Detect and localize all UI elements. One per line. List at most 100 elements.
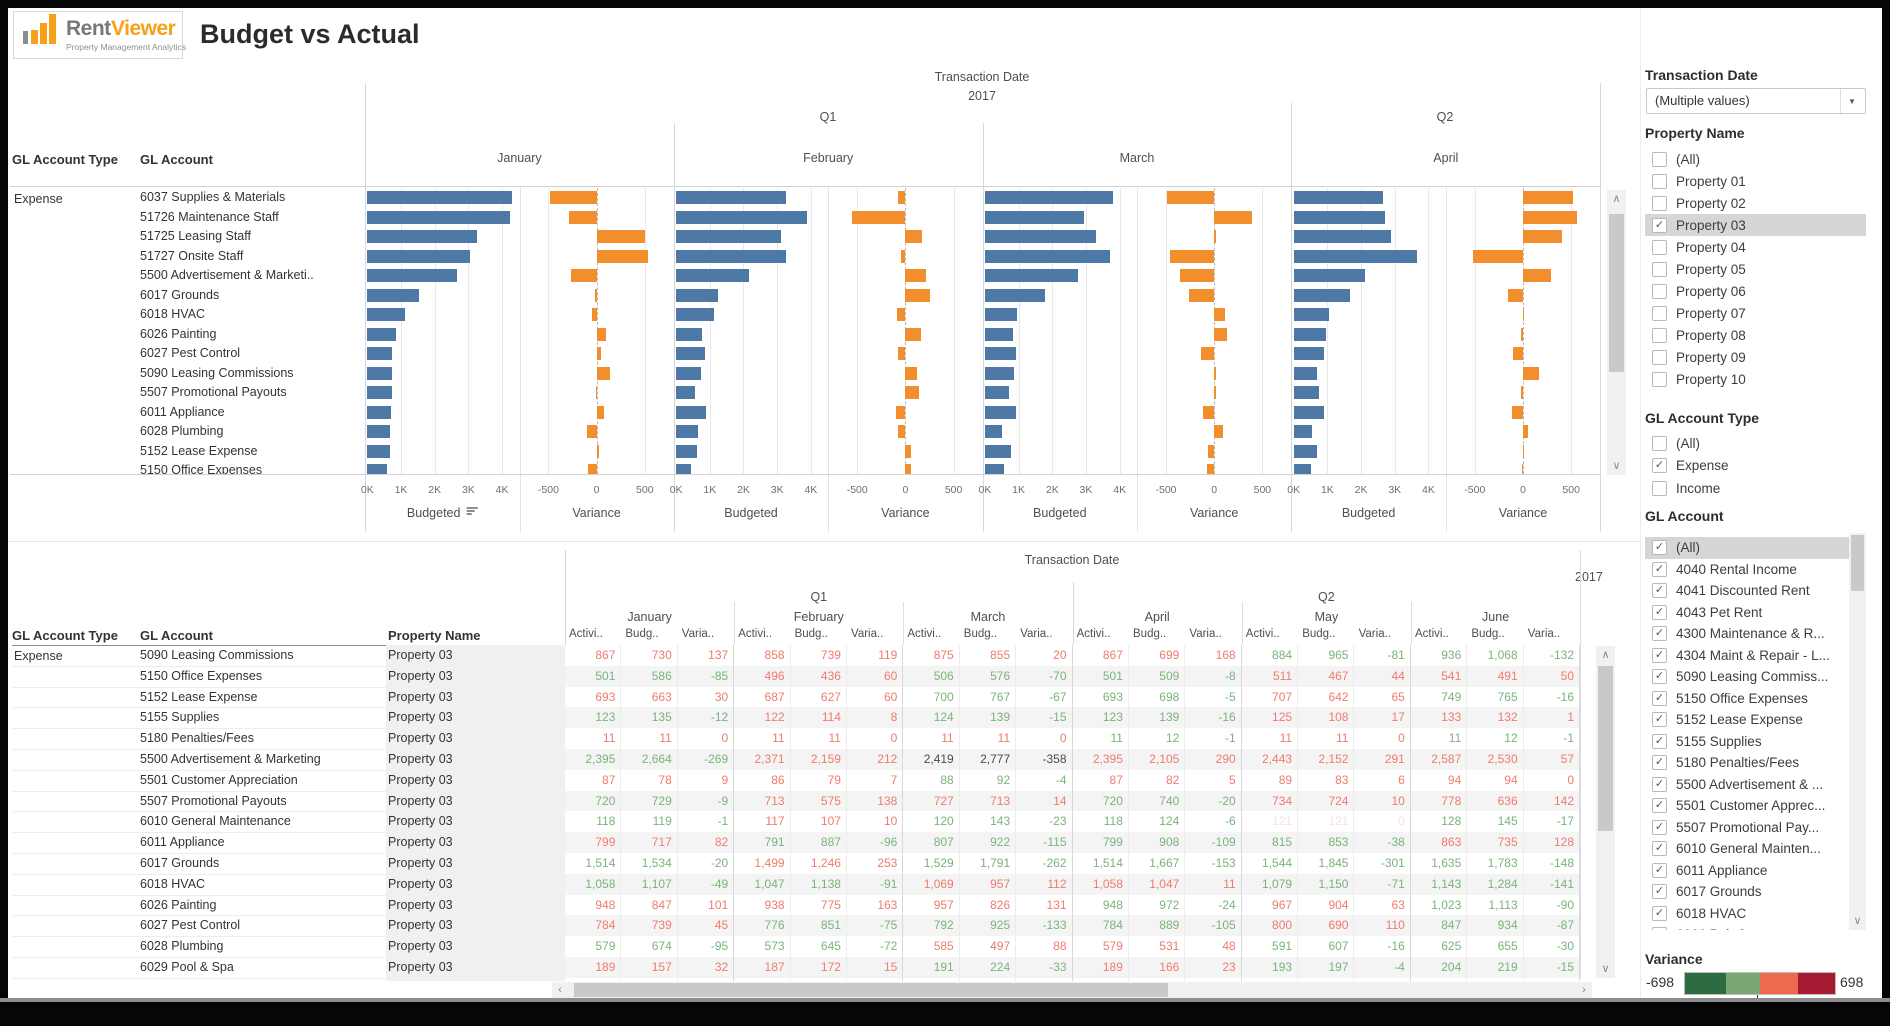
table-cell-variance[interactable]: 14 xyxy=(1016,790,1073,812)
table-cell-activity[interactable]: 1,544 xyxy=(1241,853,1299,874)
table-cell-account[interactable]: 6029 Pool & Spa xyxy=(140,960,234,974)
table-cell-activity[interactable]: 734 xyxy=(1241,790,1299,812)
table-cell-activity[interactable]: 591 xyxy=(1241,936,1299,957)
budget-bar[interactable] xyxy=(676,444,698,458)
table-cell-activity[interactable]: 87 xyxy=(565,769,622,791)
table-cell-account[interactable]: 6010 General Maintenance xyxy=(140,814,291,829)
table-cell-activity[interactable]: 87 xyxy=(1072,769,1129,791)
budget-bar[interactable] xyxy=(984,230,1097,243)
table-cell-budget[interactable]: 124 xyxy=(1128,811,1186,833)
table-cell-variance[interactable]: 23 xyxy=(1185,957,1242,978)
variance-bar[interactable] xyxy=(1207,444,1215,458)
budget-axis-title[interactable]: Budgeted xyxy=(407,506,478,520)
variance-bar[interactable] xyxy=(905,269,926,282)
table-cell-variance[interactable]: -148 xyxy=(1523,853,1581,874)
table-cell-budget[interactable]: 925 xyxy=(959,915,1017,937)
budget-bar[interactable] xyxy=(676,366,701,380)
table-cell-budget[interactable]: 1,068 xyxy=(1467,645,1524,666)
table-cell-variance[interactable]: 5 xyxy=(1185,769,1242,791)
budget-bar[interactable] xyxy=(984,191,1113,204)
checkbox-icon[interactable]: ✓ xyxy=(1652,755,1667,771)
table-cell-variance[interactable]: 131 xyxy=(1016,894,1073,916)
table-cell-account[interactable]: 6026 Painting xyxy=(140,897,217,912)
filter-item-6017-grounds[interactable]: ✓ 6017 Grounds xyxy=(1645,881,1850,903)
table-cell-activity[interactable]: 496 xyxy=(734,665,791,687)
gl-account-list-scrollbar[interactable]: ∨ xyxy=(1849,533,1866,930)
table-cell-budget[interactable]: 107 xyxy=(790,811,847,833)
table-cell-budget[interactable]: 1,845 xyxy=(1298,853,1355,874)
table-cell-property[interactable]: Property 03 xyxy=(386,832,565,853)
table-cell-budget[interactable]: 166 xyxy=(1128,957,1186,978)
gl-list-scroll-down-icon[interactable]: ∨ xyxy=(1853,915,1862,927)
filter-item--all-[interactable]: (All) xyxy=(1645,148,1866,170)
table-cell-budget[interactable]: 114 xyxy=(790,707,847,729)
table-row[interactable]: 6029 Pool & Spa Property 03 189 157 32 187 172… xyxy=(12,957,1581,979)
budget-bar[interactable] xyxy=(1293,269,1365,282)
variance-bar[interactable] xyxy=(1169,249,1215,263)
table-cell-variance[interactable]: 48 xyxy=(1185,936,1242,957)
table-cell-variance[interactable]: -301 xyxy=(1354,853,1411,874)
variance-bar[interactable] xyxy=(1214,386,1216,399)
table-cell-budget[interactable]: 2,777 xyxy=(959,749,1017,770)
table-cell-property[interactable]: Property 03 xyxy=(386,707,565,729)
table-cell-variance[interactable]: 142 xyxy=(1523,790,1581,812)
filter-item-5152-lease-expense[interactable]: ✓ 5152 Lease Expense xyxy=(1645,709,1850,731)
table-cell-variance[interactable]: -71 xyxy=(1354,873,1411,895)
table-cell-budget[interactable]: 83 xyxy=(1298,769,1355,791)
table-cell-budget[interactable]: 82 xyxy=(1128,769,1186,791)
variance-bar[interactable] xyxy=(1203,405,1215,419)
checkbox-icon[interactable] xyxy=(1652,327,1667,343)
checkbox-icon[interactable]: ✓ xyxy=(1652,561,1667,577)
dropdown-caret-button[interactable]: ▼ xyxy=(1840,89,1865,113)
table-cell-budget[interactable]: 699 xyxy=(1128,645,1186,666)
budget-bar[interactable] xyxy=(1293,347,1324,360)
checkbox-icon[interactable]: ✓ xyxy=(1652,583,1667,599)
table-cell-variance[interactable]: 0 xyxy=(1354,811,1411,833)
table-cell-budget[interactable]: 11 xyxy=(1298,728,1355,749)
table-cell-budget[interactable]: 887 xyxy=(1298,977,1355,981)
budget-bar[interactable] xyxy=(984,425,1002,438)
table-cell-variance[interactable]: 15 xyxy=(846,957,904,978)
checkbox-icon[interactable]: ✓ xyxy=(1652,776,1667,792)
checkbox-icon[interactable] xyxy=(1652,371,1667,387)
table-cell-variance[interactable]: -87 xyxy=(1523,915,1581,937)
filter-item-5150-office-expenses[interactable]: ✓ 5150 Office Expenses xyxy=(1645,688,1850,710)
table-cell-activity[interactable]: 938 xyxy=(734,894,791,916)
table-cell-variance[interactable]: 0 xyxy=(1354,728,1411,749)
table-cell-variance[interactable]: 101 xyxy=(677,894,735,916)
table-cell-variance[interactable]: 1 xyxy=(1523,707,1581,729)
table-cell-activity[interactable]: 693 xyxy=(565,686,622,708)
checkbox-icon[interactable]: ✓ xyxy=(1652,819,1667,835)
table-cell-activity[interactable]: 11 xyxy=(1410,728,1468,749)
table-cell-budget[interactable]: 775 xyxy=(790,894,847,916)
checkbox-icon[interactable]: ✓ xyxy=(1652,604,1667,620)
variance-bar[interactable] xyxy=(1512,405,1523,419)
checkbox-icon[interactable]: ✓ xyxy=(1652,798,1667,814)
table-cell-activity[interactable]: 88 xyxy=(903,769,960,791)
table-cell-variance[interactable]: 30 xyxy=(677,686,735,708)
budget-bar[interactable] xyxy=(1293,386,1319,399)
chart-row-label[interactable]: 5500 Advertisement & Marketi.. xyxy=(140,268,314,282)
budget-bar[interactable] xyxy=(367,366,392,380)
variance-bar[interactable] xyxy=(1520,327,1523,341)
table-cell-variance[interactable]: 10 xyxy=(846,811,904,833)
table-cell-variance[interactable]: 253 xyxy=(846,853,904,874)
table-cell-activity[interactable]: 2,443 xyxy=(1241,749,1299,770)
table-cell-variance[interactable]: -15 xyxy=(1523,957,1581,978)
table-cell-activity[interactable]: 11 xyxy=(565,728,622,749)
filter-item-5507-promotional-pay-[interactable]: ✓ 5507 Promotional Pay... xyxy=(1645,817,1850,839)
table-cell-activity[interactable]: 89 xyxy=(1241,769,1299,791)
table-row[interactable]: 6030 Maintenance & RepairProperty 038848… xyxy=(12,977,1581,981)
table-cell-variance[interactable]: -70 xyxy=(1016,665,1073,687)
table-cell-property[interactable]: Property 03 xyxy=(386,873,565,895)
budget-bar[interactable] xyxy=(984,444,1011,458)
table-row[interactable]: 5090 Leasing Commissions Property 03 867 73… xyxy=(12,645,1581,667)
checkbox-icon[interactable] xyxy=(1652,239,1667,255)
budget-bar[interactable] xyxy=(1293,405,1325,419)
budget-bar[interactable] xyxy=(367,386,392,399)
table-cell-variance[interactable]: -38 xyxy=(1354,832,1411,853)
table-cell-variance[interactable]: -33 xyxy=(1016,957,1073,978)
checkbox-icon[interactable] xyxy=(1652,349,1667,365)
table-cell-budget[interactable]: 531 xyxy=(1128,936,1186,957)
table-cell-budget[interactable]: 908 xyxy=(1128,832,1186,853)
